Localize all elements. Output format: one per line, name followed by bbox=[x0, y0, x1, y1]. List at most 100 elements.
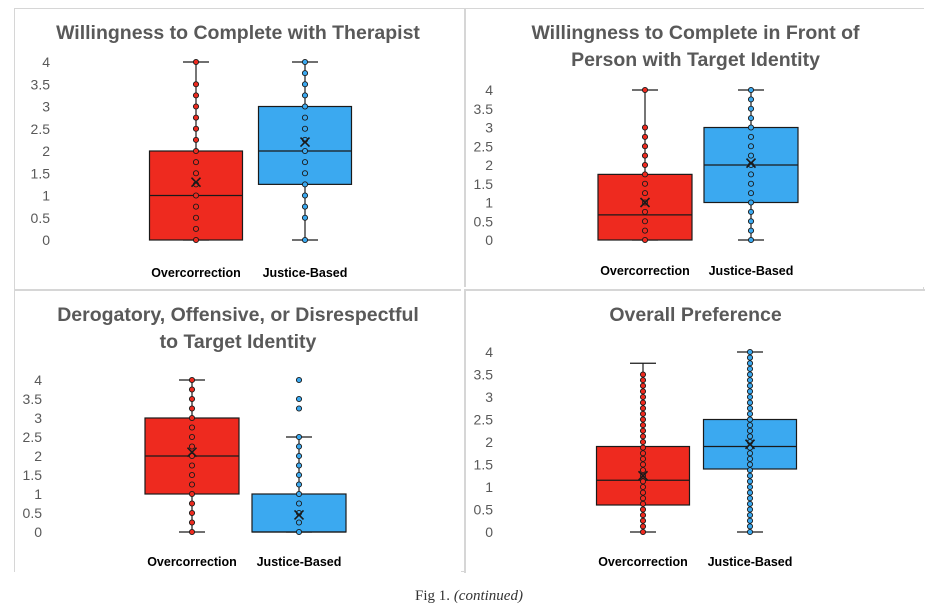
chart-panel-derogatory: Derogatory, Offensive, or Disrespectful t… bbox=[15, 289, 461, 573]
data-point bbox=[747, 105, 755, 112]
mean-marker bbox=[190, 177, 202, 188]
data-point bbox=[639, 500, 647, 507]
data-point bbox=[747, 86, 755, 94]
data-point bbox=[639, 388, 647, 395]
category-label: Justice-Based bbox=[263, 266, 348, 280]
data-point bbox=[188, 395, 196, 403]
data-point bbox=[747, 133, 755, 140]
data-point bbox=[747, 152, 755, 159]
data-point bbox=[746, 422, 754, 429]
y-tick-label: 1 bbox=[34, 486, 42, 502]
data-point bbox=[746, 388, 754, 395]
data-point bbox=[747, 171, 755, 178]
data-point bbox=[192, 159, 200, 166]
data-point bbox=[746, 382, 754, 389]
data-point bbox=[746, 461, 754, 468]
mean-marker bbox=[299, 137, 311, 148]
data-point bbox=[747, 236, 755, 244]
data-point bbox=[641, 190, 649, 197]
data-point bbox=[746, 512, 754, 519]
data-point bbox=[301, 125, 309, 132]
data-point bbox=[639, 433, 647, 440]
data-point bbox=[641, 180, 649, 187]
data-point bbox=[192, 103, 200, 110]
chart-title-line: Person with Target Identity bbox=[571, 49, 820, 71]
data-point bbox=[188, 509, 196, 517]
data-point bbox=[639, 506, 647, 513]
data-point bbox=[746, 467, 754, 474]
y-tick-label: 1 bbox=[485, 479, 493, 495]
data-point bbox=[746, 393, 754, 401]
data-point bbox=[639, 422, 647, 429]
data-point bbox=[192, 214, 200, 221]
data-point bbox=[301, 181, 309, 188]
data-point bbox=[746, 489, 754, 496]
data-point bbox=[295, 452, 303, 460]
category-label: Overcorrection bbox=[147, 555, 237, 569]
y-tick-label: 4 bbox=[34, 372, 42, 388]
mean-marker bbox=[639, 197, 651, 208]
data-point bbox=[301, 81, 309, 88]
data-point bbox=[746, 523, 754, 530]
category-label: Overcorrection bbox=[598, 555, 688, 569]
mean-marker bbox=[745, 158, 757, 169]
y-tick-label: 1 bbox=[485, 195, 493, 211]
data-point bbox=[639, 416, 647, 423]
y-tick-label: 1.5 bbox=[23, 467, 43, 483]
data-point bbox=[746, 371, 754, 378]
y-tick-label: 0.5 bbox=[474, 213, 494, 229]
y-tick-label: 3 bbox=[485, 120, 493, 136]
data-point bbox=[301, 103, 309, 110]
data-point bbox=[295, 528, 303, 536]
data-point bbox=[746, 506, 754, 513]
data-point bbox=[746, 450, 754, 457]
mean-marker bbox=[637, 470, 649, 481]
y-tick-label: 2 bbox=[34, 448, 42, 464]
data-point bbox=[747, 190, 755, 197]
data-point bbox=[295, 433, 303, 441]
y-tick-label: 1 bbox=[42, 188, 50, 204]
y-tick-label: 0 bbox=[485, 232, 493, 248]
data-point bbox=[295, 443, 303, 450]
data-point bbox=[641, 133, 649, 140]
data-point bbox=[639, 483, 647, 491]
data-point bbox=[639, 377, 647, 384]
mean-marker bbox=[186, 447, 198, 458]
data-point bbox=[192, 170, 200, 177]
y-tick-label: 2 bbox=[485, 434, 493, 450]
data-point bbox=[641, 86, 649, 94]
data-point bbox=[641, 171, 649, 178]
chart-title-line: Willingness to Complete in Front of bbox=[531, 22, 860, 44]
figure-caption: Fig 1. (continued) bbox=[0, 588, 938, 605]
y-tick-label: 0 bbox=[34, 524, 42, 540]
y-tick-label: 2.5 bbox=[23, 429, 43, 445]
data-point bbox=[747, 180, 755, 187]
data-point bbox=[188, 405, 196, 412]
data-point bbox=[188, 424, 196, 431]
data-point bbox=[747, 143, 755, 150]
chart-front-of-person: Willingness to Complete in Front of Perso… bbox=[474, 22, 860, 278]
y-tick-label: 2.5 bbox=[474, 138, 494, 154]
data-point bbox=[192, 203, 200, 210]
data-point bbox=[295, 519, 303, 526]
data-point bbox=[188, 490, 196, 498]
data-point bbox=[639, 450, 647, 457]
data-point bbox=[301, 170, 309, 177]
y-tick-label: 2 bbox=[42, 143, 50, 159]
figure-grid: Willingness to Complete with Therapist 0 0… bbox=[14, 8, 925, 573]
y-tick-label: 3.5 bbox=[474, 367, 494, 383]
caption-prefix: Fig 1. bbox=[415, 588, 451, 604]
y-tick-label: 4 bbox=[485, 344, 493, 360]
series-overcorrection bbox=[595, 362, 691, 536]
data-point bbox=[641, 236, 649, 244]
series-overcorrection bbox=[597, 86, 693, 244]
data-point bbox=[301, 92, 309, 99]
chart-panel-front-of-person: Willingness to Complete in Front of Perso… bbox=[464, 9, 925, 287]
y-tick-label: 1.5 bbox=[474, 457, 494, 473]
data-point bbox=[301, 147, 309, 155]
data-point bbox=[746, 365, 754, 372]
y-tick-label: 4 bbox=[42, 54, 50, 70]
data-point bbox=[295, 481, 303, 488]
chart-panel-overall-preference: Overall Preference 0 0.5 1 1.5 2 2.5 3 3.5 4 Overc… bbox=[464, 289, 925, 573]
data-point bbox=[192, 192, 200, 199]
